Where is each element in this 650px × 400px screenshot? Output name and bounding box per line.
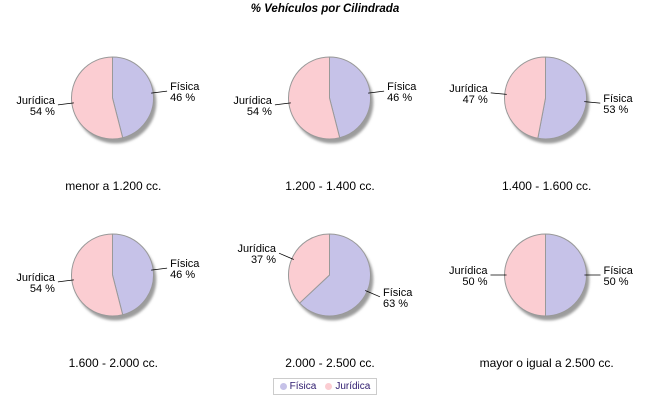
- svg-text:54 %: 54 %: [30, 283, 55, 295]
- svg-text:63 %: 63 %: [383, 298, 408, 310]
- svg-text:50 %: 50 %: [463, 276, 488, 288]
- svg-text:46 %: 46 %: [170, 92, 195, 104]
- svg-text:46 %: 46 %: [387, 92, 412, 104]
- svg-text:54 %: 54 %: [247, 106, 272, 118]
- svg-text:47 %: 47 %: [463, 94, 488, 106]
- svg-text:46 %: 46 %: [170, 269, 195, 281]
- svg-text:53 %: 53 %: [604, 104, 629, 116]
- svg-text:54 %: 54 %: [30, 106, 55, 118]
- svg-text:50 %: 50 %: [604, 276, 629, 288]
- svg-text:37 %: 37 %: [251, 254, 276, 266]
